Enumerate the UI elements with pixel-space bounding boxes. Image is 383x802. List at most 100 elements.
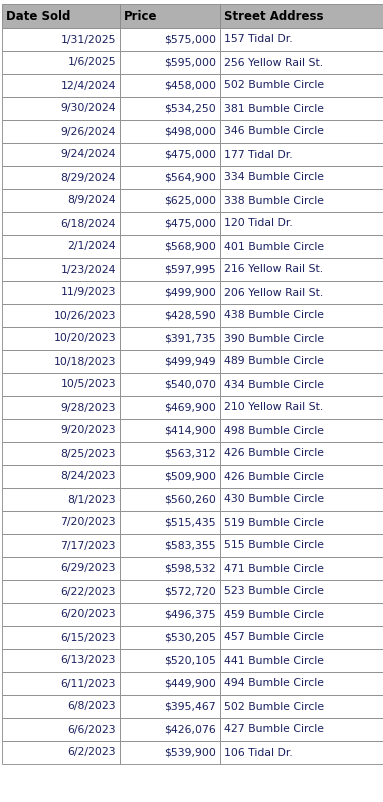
Text: 381 Bumble Circle: 381 Bumble Circle bbox=[224, 103, 324, 114]
Text: 10/18/2023: 10/18/2023 bbox=[54, 357, 116, 367]
Text: 441 Bumble Circle: 441 Bumble Circle bbox=[224, 655, 324, 666]
Bar bbox=[120, 557, 220, 580]
Bar bbox=[2, 672, 120, 695]
Bar bbox=[120, 4, 220, 28]
Text: $595,000: $595,000 bbox=[164, 58, 216, 67]
Text: 438 Bumble Circle: 438 Bumble Circle bbox=[224, 310, 324, 321]
Text: 8/29/2024: 8/29/2024 bbox=[61, 172, 116, 183]
Text: 489 Bumble Circle: 489 Bumble Circle bbox=[224, 357, 324, 367]
Bar bbox=[220, 718, 383, 741]
Bar bbox=[220, 626, 383, 649]
Bar bbox=[220, 511, 383, 534]
Text: $564,900: $564,900 bbox=[164, 172, 216, 183]
Text: 7/17/2023: 7/17/2023 bbox=[61, 541, 116, 550]
Bar bbox=[2, 327, 120, 350]
Text: $496,375: $496,375 bbox=[164, 610, 216, 619]
Text: 459 Bumble Circle: 459 Bumble Circle bbox=[224, 610, 324, 619]
Bar bbox=[120, 258, 220, 281]
Text: 11/9/2023: 11/9/2023 bbox=[61, 287, 116, 298]
Bar bbox=[2, 258, 120, 281]
Bar bbox=[120, 327, 220, 350]
Bar bbox=[220, 212, 383, 235]
Bar bbox=[120, 235, 220, 258]
Text: 502 Bumble Circle: 502 Bumble Circle bbox=[224, 80, 324, 91]
Text: $625,000: $625,000 bbox=[164, 196, 216, 205]
Text: 9/24/2024: 9/24/2024 bbox=[61, 149, 116, 160]
Bar bbox=[2, 695, 120, 718]
Text: 6/11/2023: 6/11/2023 bbox=[61, 678, 116, 688]
Text: 206 Yellow Rail St.: 206 Yellow Rail St. bbox=[224, 287, 323, 298]
Bar bbox=[2, 51, 120, 74]
Bar bbox=[120, 350, 220, 373]
Text: $449,900: $449,900 bbox=[164, 678, 216, 688]
Bar bbox=[2, 143, 120, 166]
Bar bbox=[120, 672, 220, 695]
Bar bbox=[220, 396, 383, 419]
Text: 8/9/2024: 8/9/2024 bbox=[67, 196, 116, 205]
Bar bbox=[2, 649, 120, 672]
Bar bbox=[220, 373, 383, 396]
Text: $520,105: $520,105 bbox=[164, 655, 216, 666]
Bar bbox=[220, 327, 383, 350]
Text: 2/1/2024: 2/1/2024 bbox=[67, 241, 116, 252]
Text: 6/8/2023: 6/8/2023 bbox=[67, 702, 116, 711]
Text: Price: Price bbox=[124, 10, 157, 22]
Text: 9/26/2024: 9/26/2024 bbox=[61, 127, 116, 136]
Text: 6/2/2023: 6/2/2023 bbox=[67, 747, 116, 758]
Text: 6/22/2023: 6/22/2023 bbox=[61, 586, 116, 597]
Text: 1/31/2025: 1/31/2025 bbox=[61, 34, 116, 44]
Bar bbox=[220, 649, 383, 672]
Bar bbox=[220, 28, 383, 51]
Bar bbox=[120, 695, 220, 718]
Bar bbox=[220, 350, 383, 373]
Text: $458,000: $458,000 bbox=[164, 80, 216, 91]
Text: 390 Bumble Circle: 390 Bumble Circle bbox=[224, 334, 324, 343]
Bar bbox=[120, 465, 220, 488]
Text: $499,900: $499,900 bbox=[164, 287, 216, 298]
Text: 1/6/2025: 1/6/2025 bbox=[67, 58, 116, 67]
Bar bbox=[120, 189, 220, 212]
Bar bbox=[2, 511, 120, 534]
Bar bbox=[120, 741, 220, 764]
Bar bbox=[2, 419, 120, 442]
Text: $583,355: $583,355 bbox=[164, 541, 216, 550]
Bar bbox=[120, 396, 220, 419]
Text: 1/23/2024: 1/23/2024 bbox=[61, 265, 116, 274]
Text: 426 Bumble Circle: 426 Bumble Circle bbox=[224, 448, 324, 459]
Text: 8/25/2023: 8/25/2023 bbox=[61, 448, 116, 459]
Text: $498,000: $498,000 bbox=[164, 127, 216, 136]
Bar bbox=[120, 442, 220, 465]
Bar bbox=[2, 4, 120, 28]
Bar bbox=[2, 626, 120, 649]
Text: 7/20/2023: 7/20/2023 bbox=[61, 517, 116, 528]
Bar bbox=[120, 304, 220, 327]
Text: 338 Bumble Circle: 338 Bumble Circle bbox=[224, 196, 324, 205]
Text: 494 Bumble Circle: 494 Bumble Circle bbox=[224, 678, 324, 688]
Bar bbox=[220, 580, 383, 603]
Text: $426,076: $426,076 bbox=[164, 724, 216, 735]
Text: 498 Bumble Circle: 498 Bumble Circle bbox=[224, 426, 324, 435]
Bar bbox=[120, 603, 220, 626]
Text: $539,900: $539,900 bbox=[164, 747, 216, 758]
Text: 346 Bumble Circle: 346 Bumble Circle bbox=[224, 127, 324, 136]
Bar bbox=[220, 235, 383, 258]
Text: 10/20/2023: 10/20/2023 bbox=[53, 334, 116, 343]
Text: 334 Bumble Circle: 334 Bumble Circle bbox=[224, 172, 324, 183]
Bar bbox=[120, 97, 220, 120]
Bar bbox=[2, 534, 120, 557]
Text: 6/13/2023: 6/13/2023 bbox=[61, 655, 116, 666]
Text: 6/15/2023: 6/15/2023 bbox=[61, 633, 116, 642]
Text: 9/28/2023: 9/28/2023 bbox=[61, 403, 116, 412]
Text: $598,532: $598,532 bbox=[164, 564, 216, 573]
Bar bbox=[120, 373, 220, 396]
Text: 120 Tidal Dr.: 120 Tidal Dr. bbox=[224, 218, 293, 229]
Text: 256 Yellow Rail St.: 256 Yellow Rail St. bbox=[224, 58, 323, 67]
Bar bbox=[120, 718, 220, 741]
Text: 519 Bumble Circle: 519 Bumble Circle bbox=[224, 517, 324, 528]
Text: $475,000: $475,000 bbox=[164, 218, 216, 229]
Bar bbox=[2, 465, 120, 488]
Bar bbox=[220, 534, 383, 557]
Bar bbox=[2, 442, 120, 465]
Text: $391,735: $391,735 bbox=[164, 334, 216, 343]
Bar bbox=[2, 603, 120, 626]
